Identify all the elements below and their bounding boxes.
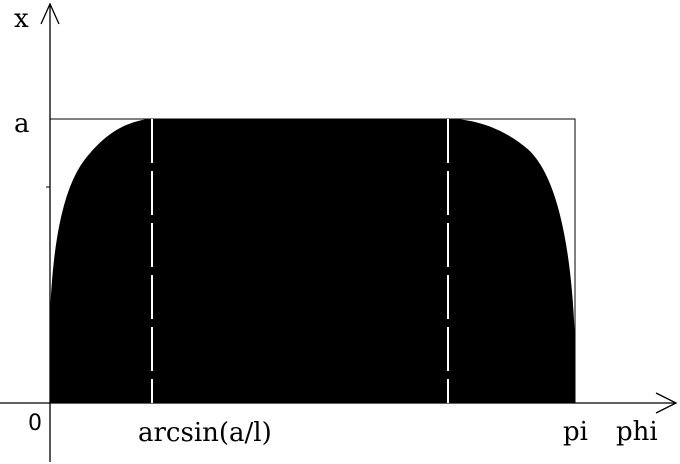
x-axis-label: phi bbox=[616, 417, 658, 447]
filled-region bbox=[49, 118, 576, 404]
origin-label: 0 bbox=[28, 411, 42, 436]
pi-label: pi bbox=[563, 417, 588, 447]
y-axis-label: x bbox=[14, 4, 29, 34]
a-label: a bbox=[14, 109, 30, 139]
y-axis-arrowhead bbox=[40, 2, 60, 25]
x-axis-arrowhead bbox=[655, 392, 678, 414]
arcsin-label: arcsin(a/l) bbox=[138, 418, 272, 448]
